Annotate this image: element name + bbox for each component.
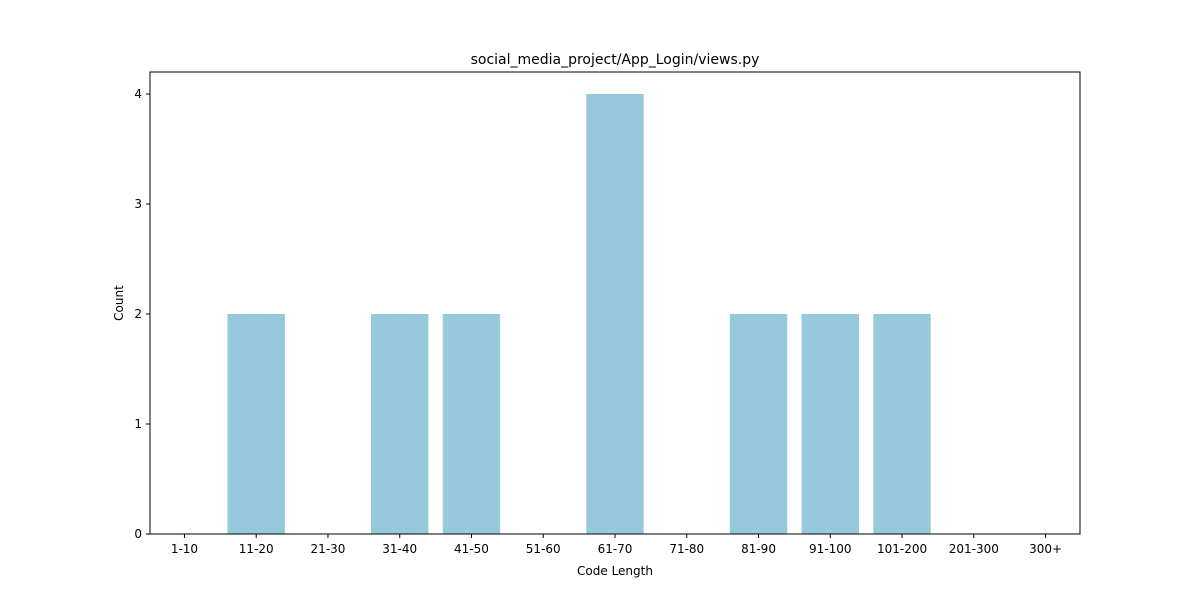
- bar-41-50: [442, 314, 501, 534]
- x-tick-label: 71-80: [669, 542, 704, 556]
- chart-title: social_media_project/App_Login/views.py: [471, 52, 760, 68]
- y-tick-label: 0: [134, 527, 142, 541]
- x-tick-label: 31-40: [382, 542, 417, 556]
- bars-group: [227, 94, 931, 534]
- bar-31-40: [371, 314, 429, 534]
- bar-61-70: [586, 94, 644, 534]
- x-axis-label: Code Length: [577, 564, 653, 578]
- x-axis-ticks: 1-10 11-20 21-30 31-40 41-50 51-60 61-70 71-80 8…: [171, 534, 1062, 556]
- x-tick-label: 41-50: [454, 542, 489, 556]
- x-tick-label: 61-70: [598, 542, 633, 556]
- plot-frame: [149, 71, 1081, 535]
- x-tick-label: 101-200: [877, 542, 927, 556]
- y-axis-label: Count: [112, 285, 126, 321]
- y-tick-label: 4: [134, 87, 142, 101]
- bar-91-100: [801, 314, 859, 534]
- bar-81-90: [729, 314, 788, 534]
- bar-11-20: [227, 314, 285, 534]
- x-tick-label: 300+: [1029, 542, 1062, 556]
- y-tick-label: 2: [134, 307, 142, 321]
- y-tick-label: 1: [134, 417, 142, 431]
- x-tick-label: 1-10: [171, 542, 198, 556]
- x-tick-label: 201-300: [949, 542, 999, 556]
- x-tick-label: 51-60: [526, 542, 561, 556]
- x-tick-label: 21-30: [311, 542, 346, 556]
- x-tick-label: 91-100: [809, 542, 852, 556]
- y-axis-ticks: 0 1 2 3 4: [134, 87, 150, 541]
- bar-101-200: [873, 314, 931, 534]
- y-tick-label: 3: [134, 197, 142, 211]
- x-tick-label: 81-90: [741, 542, 776, 556]
- x-tick-label: 11-20: [239, 542, 274, 556]
